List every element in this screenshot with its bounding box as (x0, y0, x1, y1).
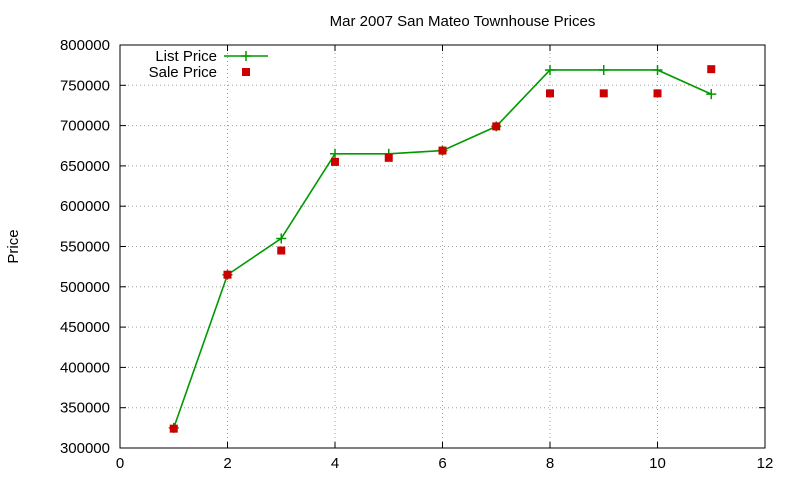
data-point-sale-price (331, 157, 339, 166)
grid (120, 45, 765, 448)
x-tick-label: 10 (649, 455, 666, 472)
x-tick-label: 6 (438, 455, 446, 472)
series-line-list-price (172, 69, 712, 429)
legend-marker-sale-price (242, 68, 250, 76)
y-tick-label: 400000 (60, 359, 110, 376)
legend-swatches (224, 51, 268, 76)
y-tick-label: 650000 (60, 158, 110, 175)
series-layer (168, 64, 717, 433)
y-axis-label: Price (5, 229, 22, 263)
data-point-sale-price (492, 122, 501, 131)
x-tick-label: 8 (546, 455, 554, 472)
legend-label-sale-price: Sale Price (149, 64, 217, 81)
data-point-sale-price (653, 89, 662, 98)
legend: List Price Sale Price (149, 48, 268, 81)
legend-label-list-price: List Price (155, 48, 217, 65)
data-point-list-price (598, 64, 609, 75)
y-tick-label: 800000 (60, 37, 110, 54)
y-tick-label: 600000 (60, 198, 110, 215)
data-point-list-price (330, 148, 340, 159)
x-tick-label: 4 (331, 455, 339, 472)
y-tick-label: 700000 (60, 118, 110, 135)
y-tick-label: 750000 (60, 77, 110, 94)
y-tick-label: 450000 (60, 319, 110, 336)
data-point-sale-price (546, 89, 554, 98)
data-point-sale-price (169, 424, 178, 433)
y-tick-label: 500000 (60, 279, 110, 296)
data-point-list-price (706, 89, 717, 100)
x-tick-label: 12 (757, 455, 774, 472)
y-tick-label: 350000 (60, 400, 110, 417)
chart-title: Mar 2007 San Mateo Townhouse Prices (330, 13, 596, 30)
data-point-list-price (276, 233, 287, 244)
legend-marker-list-price (241, 51, 251, 61)
data-point-list-price (545, 64, 555, 75)
data-point-sale-price (438, 146, 447, 155)
data-point-sale-price (223, 270, 232, 279)
y-tick-label: 300000 (60, 440, 110, 457)
data-point-sale-price (277, 246, 286, 255)
data-point-sale-price (384, 153, 393, 162)
data-point-sale-price (599, 89, 608, 98)
data-point-sale-price (707, 65, 716, 74)
data-point-list-price (652, 64, 663, 75)
axis-ticks: 300000 350000 400000 450000 500000 550000 6000… (60, 37, 773, 472)
y-tick-label: 550000 (60, 239, 110, 256)
x-tick-label: 0 (116, 455, 124, 472)
x-tick-label: 2 (223, 455, 231, 472)
